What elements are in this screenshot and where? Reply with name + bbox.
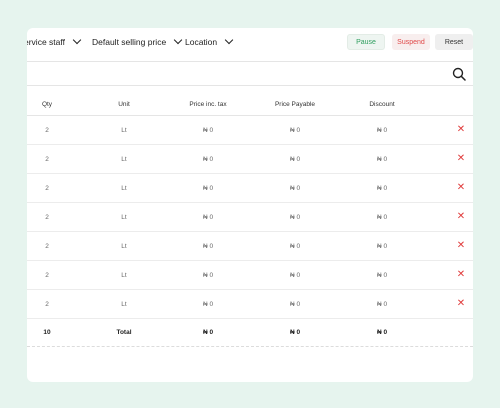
delete-icon[interactable]: ✕ xyxy=(456,182,466,193)
cell-price: ₦ 0 xyxy=(202,185,214,192)
pause-button[interactable]: Pause xyxy=(347,34,385,50)
header-discount: Discount xyxy=(369,101,395,108)
service-staff-dropdown[interactable]: ervice staff xyxy=(27,35,82,47)
delete-icon[interactable]: ✕ xyxy=(456,298,466,309)
total-payable: ₦ 0 xyxy=(289,329,301,336)
delete-icon[interactable]: ✕ xyxy=(456,240,466,251)
cell-price: ₦ 0 xyxy=(202,243,214,250)
cell-unit: Lt xyxy=(121,243,127,250)
total-label: Total xyxy=(116,329,132,336)
search-icon[interactable] xyxy=(452,67,466,81)
search-bar xyxy=(27,61,473,86)
cell-qty: 2 xyxy=(45,156,49,163)
cell-payable: ₦ 0 xyxy=(289,301,301,308)
search-input[interactable] xyxy=(27,62,447,85)
table-row: 2 Lt ₦ 0 ₦ 0 ₦ 0 ✕ xyxy=(27,232,473,261)
total-qty: 10 xyxy=(43,329,51,336)
cell-payable: ₦ 0 xyxy=(289,272,301,279)
cell-unit: Lt xyxy=(121,127,127,134)
cell-discount: ₦ 0 xyxy=(376,272,388,279)
reset-button[interactable]: Reset xyxy=(435,34,473,50)
location-label: Location xyxy=(185,37,218,47)
total-price: ₦ 0 xyxy=(202,329,214,336)
cell-price: ₦ 0 xyxy=(202,272,214,279)
cell-unit: Lt xyxy=(121,301,127,308)
cell-qty: 2 xyxy=(45,214,49,221)
header-price: Price inc. tax xyxy=(189,101,227,108)
cell-discount: ₦ 0 xyxy=(376,243,388,250)
total-row: 10 Total ₦ 0 ₦ 0 ₦ 0 xyxy=(27,319,473,347)
cell-unit: Lt xyxy=(121,272,127,279)
chevron-down-icon xyxy=(224,35,234,45)
suspend-button[interactable]: Suspend xyxy=(392,34,430,50)
cell-unit: Lt xyxy=(121,185,127,192)
cell-payable: ₦ 0 xyxy=(289,127,301,134)
total-discount: ₦ 0 xyxy=(376,329,388,336)
cell-payable: ₦ 0 xyxy=(289,214,301,221)
table-header: Qty Unit Price inc. tax Price Payable Di… xyxy=(27,94,473,116)
table-row: 2 Lt ₦ 0 ₦ 0 ₦ 0 ✕ xyxy=(27,145,473,174)
cell-discount: ₦ 0 xyxy=(376,156,388,163)
cart-table: Qty Unit Price inc. tax Price Payable Di… xyxy=(27,94,473,347)
delete-icon[interactable]: ✕ xyxy=(456,153,466,164)
cell-qty: 2 xyxy=(45,243,49,250)
location-dropdown[interactable]: Location xyxy=(185,35,234,47)
cell-qty: 2 xyxy=(45,185,49,192)
selling-price-label: Default selling price xyxy=(92,37,167,47)
service-staff-label: ervice staff xyxy=(27,37,65,47)
cell-discount: ₦ 0 xyxy=(376,185,388,192)
header-unit: Unit xyxy=(118,101,130,108)
toolbar: ervice staff Default selling price Locat… xyxy=(27,28,473,58)
cell-unit: Lt xyxy=(121,214,127,221)
selling-price-dropdown[interactable]: Default selling price xyxy=(92,35,183,47)
cell-price: ₦ 0 xyxy=(202,127,214,134)
header-qty: Qty xyxy=(41,101,53,108)
cell-qty: 2 xyxy=(45,127,49,134)
chevron-down-icon xyxy=(72,35,82,45)
cell-payable: ₦ 0 xyxy=(289,156,301,163)
cell-qty: 2 xyxy=(45,272,49,279)
cell-discount: ₦ 0 xyxy=(376,127,388,134)
cell-discount: ₦ 0 xyxy=(376,301,388,308)
cell-price: ₦ 0 xyxy=(202,156,214,163)
cell-unit: Lt xyxy=(121,156,127,163)
chevron-down-icon xyxy=(173,35,183,45)
cell-discount: ₦ 0 xyxy=(376,214,388,221)
pos-panel: ervice staff Default selling price Locat… xyxy=(27,28,473,382)
table-row: 2 Lt ₦ 0 ₦ 0 ₦ 0 ✕ xyxy=(27,116,473,145)
delete-icon[interactable]: ✕ xyxy=(456,269,466,280)
table-row: 2 Lt ₦ 0 ₦ 0 ₦ 0 ✕ xyxy=(27,174,473,203)
table-row: 2 Lt ₦ 0 ₦ 0 ₦ 0 ✕ xyxy=(27,290,473,319)
cell-price: ₦ 0 xyxy=(202,214,214,221)
cell-qty: 2 xyxy=(45,301,49,308)
cell-payable: ₦ 0 xyxy=(289,243,301,250)
table-row: 2 Lt ₦ 0 ₦ 0 ₦ 0 ✕ xyxy=(27,261,473,290)
header-payable: Price Payable xyxy=(274,101,316,108)
cell-price: ₦ 0 xyxy=(202,301,214,308)
cell-payable: ₦ 0 xyxy=(289,185,301,192)
delete-icon[interactable]: ✕ xyxy=(456,211,466,222)
table-row: 2 Lt ₦ 0 ₦ 0 ₦ 0 ✕ xyxy=(27,203,473,232)
delete-icon[interactable]: ✕ xyxy=(456,124,466,135)
